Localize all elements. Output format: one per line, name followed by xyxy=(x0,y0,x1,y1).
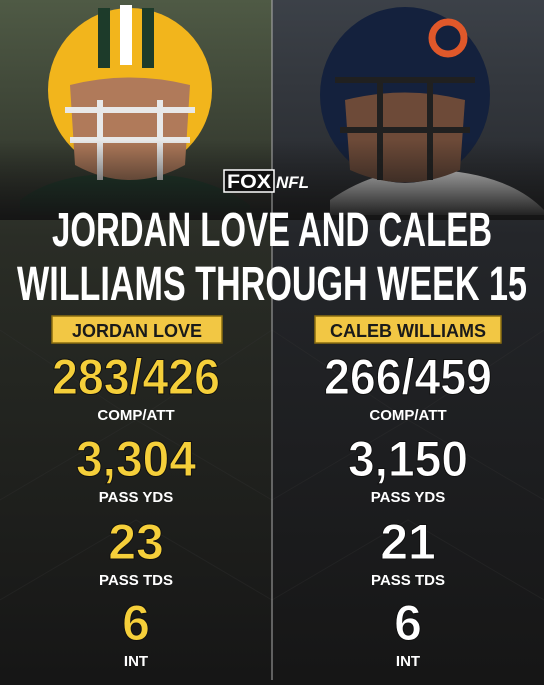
stat-label: INT xyxy=(396,653,420,670)
stat-value: 21 xyxy=(380,514,436,570)
stat-label: INT xyxy=(124,653,148,670)
logo-fox: FOX xyxy=(227,172,271,193)
title-line: WILLIAMS THROUGH WEEK 15 xyxy=(17,258,527,311)
player-name: JORDAN LOVE xyxy=(72,321,202,341)
stat-label: COMP/ATT xyxy=(369,407,446,424)
name-box xyxy=(51,315,223,344)
stat-label: PASS TDS xyxy=(99,572,173,589)
stat-value: 23 xyxy=(108,514,164,570)
logo-fox-box xyxy=(223,169,275,193)
player-name: CALEB WILLIAMS xyxy=(330,321,486,341)
title-line: JORDAN LOVE AND CALEB xyxy=(52,204,492,257)
stat-value: 3,304 xyxy=(76,431,196,487)
name-box xyxy=(314,315,502,344)
stat-label: PASS TDS xyxy=(371,572,445,589)
stat-label: PASS YDS xyxy=(371,489,445,506)
stat-label: PASS YDS xyxy=(99,489,173,506)
stat-value: 6 xyxy=(394,595,422,651)
geometric-pattern xyxy=(0,329,544,601)
stat-value: 266/459 xyxy=(324,349,492,405)
stat-value: 6 xyxy=(122,595,150,651)
stat-label: COMP/ATT xyxy=(97,407,174,424)
logo-nfl: NFL xyxy=(276,173,309,192)
stat-value: 283/426 xyxy=(52,349,220,405)
stat-value: 3,150 xyxy=(348,431,468,487)
